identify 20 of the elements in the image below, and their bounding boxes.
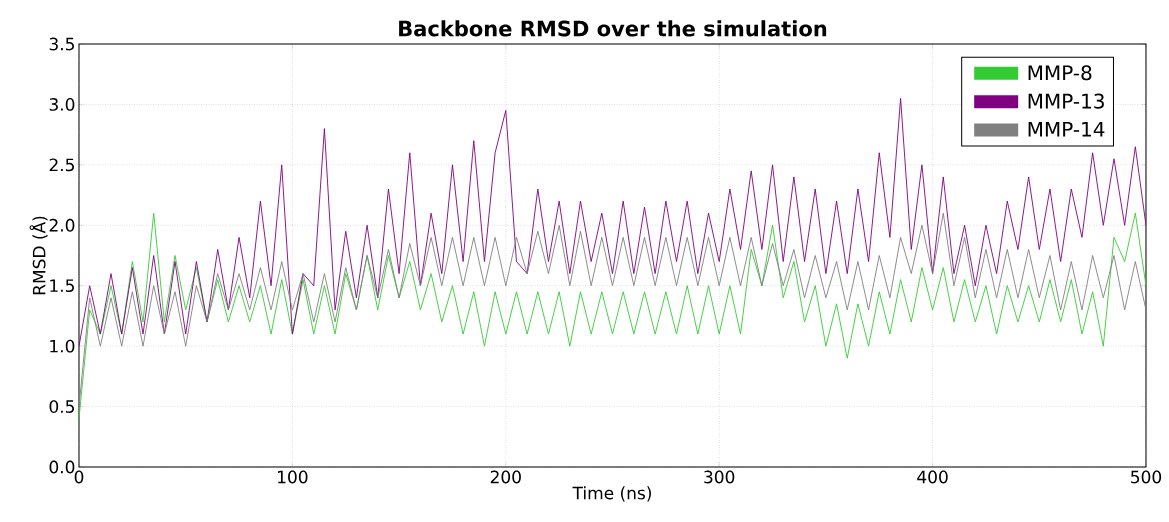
x-axis-title: Time (ns) [572, 486, 651, 502]
y-tick-label: 3.0 [49, 97, 75, 111]
x-tick-label: 0 [74, 470, 84, 484]
y-axis-title: RMSD (Å) [29, 216, 48, 295]
legend-label: MMP-14 [1028, 121, 1105, 137]
y-tick-label: 2.0 [49, 218, 75, 232]
y-tick-label: 0.0 [49, 460, 75, 474]
chart-title: Backbone RMSD over the simulation [399, 20, 827, 37]
legend-label: MMP-8 [1028, 65, 1092, 81]
y-tick-label: 0.5 [49, 400, 74, 413]
legend-label: MMP-13 [1028, 93, 1104, 109]
x-tick-label: 100 [278, 470, 308, 484]
x-tick-label: 300 [704, 470, 735, 484]
y-tick-label: 1.5 [50, 279, 74, 293]
x-tick-label: 400 [917, 470, 948, 484]
y-tick-label: 2.5 [49, 158, 74, 172]
y-tick-label: 1.0 [50, 339, 75, 353]
x-tick-label: 200 [490, 470, 521, 484]
y-tick-label: 3.5 [49, 37, 74, 51]
x-tick-label: 500 [1131, 470, 1162, 484]
